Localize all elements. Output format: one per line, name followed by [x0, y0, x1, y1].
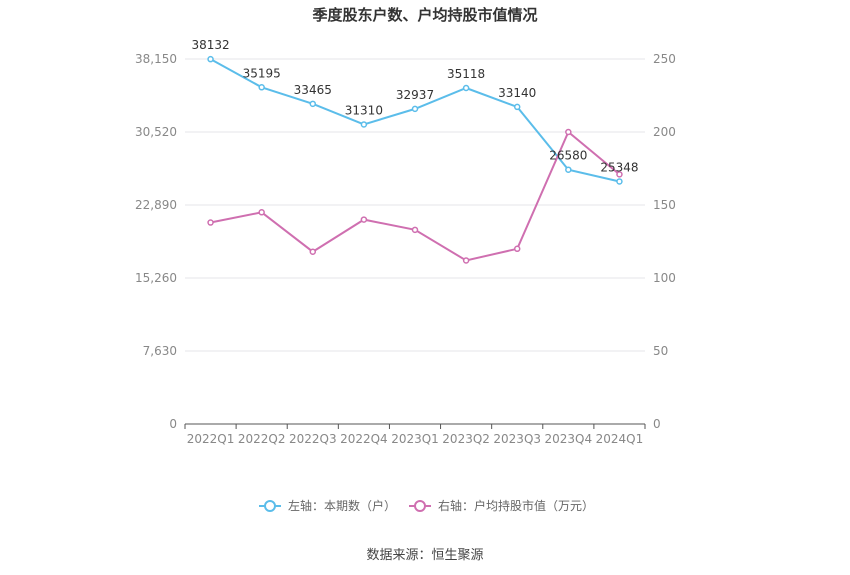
- x-tick-label: 2023Q1: [391, 432, 439, 446]
- x-tick-label: 2022Q2: [238, 432, 286, 446]
- data-point[interactable]: [616, 178, 623, 185]
- data-point[interactable]: [309, 100, 317, 108]
- data-point[interactable]: [207, 55, 214, 63]
- x-tick-label: 2022Q3: [289, 432, 337, 446]
- series-lines: [207, 55, 623, 264]
- source-note: 数据来源：恒生聚源: [366, 548, 483, 563]
- right-axis: 0 50 100 150 200 250: [653, 52, 676, 431]
- legend-item-right-series[interactable]: 右轴：户均持股市值（万元）: [409, 498, 594, 513]
- x-tick-label: 2022Q1: [187, 432, 235, 446]
- right-tick-label: 200: [653, 125, 676, 139]
- legend: 左轴：本期数（户） 右轴：户均持股市值（万元）: [259, 498, 594, 513]
- data-point[interactable]: [513, 103, 521, 111]
- legend-item-left-series[interactable]: 左轴：本期数（户）: [259, 498, 396, 513]
- right-tick-label: 50: [653, 344, 668, 358]
- right-tick-label: 150: [653, 198, 676, 212]
- x-tick-label: 2023Q3: [493, 432, 541, 446]
- data-label: 33465: [294, 83, 332, 97]
- left-tick-label: 30,520: [135, 125, 177, 139]
- right-tick-label: 0: [653, 417, 661, 431]
- data-point[interactable]: [258, 209, 265, 216]
- grid: [185, 58, 645, 352]
- legend-circle-icon: [414, 500, 426, 512]
- data-label: 38132: [191, 38, 229, 52]
- right-tick-label: 250: [653, 52, 676, 66]
- x-tick-label: 2023Q4: [545, 432, 593, 446]
- right-tick-label: 100: [653, 271, 676, 285]
- data-point[interactable]: [462, 257, 470, 264]
- data-point[interactable]: [513, 245, 521, 253]
- x-tick-label: 2023Q2: [442, 432, 490, 446]
- data-point[interactable]: [360, 121, 368, 128]
- data-point[interactable]: [462, 84, 470, 92]
- data-label: 25348: [600, 160, 638, 174]
- legend-label-left-series: 左轴：本期数（户）: [288, 498, 396, 513]
- left-tick-label: 0: [169, 417, 177, 431]
- left-axis: 0 7,630 15,260 22,890 30,520 38,150: [135, 52, 177, 431]
- x-tick-label: 2022Q4: [340, 432, 388, 446]
- data-point[interactable]: [411, 105, 419, 113]
- data-point[interactable]: [565, 128, 572, 136]
- data-labels: 38132 35195 33465 31310 32937 35118 33140 26580…: [191, 38, 638, 174]
- data-point[interactable]: [258, 84, 265, 91]
- legend-label-right-series: 右轴：户均持股市值（万元）: [438, 498, 594, 513]
- data-point[interactable]: [207, 219, 214, 226]
- data-label: 32937: [396, 88, 434, 102]
- data-label: 33140: [498, 86, 536, 100]
- data-point[interactable]: [411, 226, 419, 234]
- left-tick-label: 15,260: [135, 271, 177, 285]
- data-label: 26580: [549, 149, 587, 163]
- left-tick-label: 38,150: [135, 52, 177, 66]
- data-point[interactable]: [565, 166, 572, 173]
- left-tick-label: 7,630: [143, 344, 177, 358]
- data-label: 31310: [345, 103, 383, 117]
- left-tick-label: 22,890: [135, 198, 177, 212]
- data-label: 35195: [243, 66, 281, 80]
- chart-title: 季度股东户数、户均持股市值情况: [312, 6, 537, 24]
- x-tick-label: 2024Q1: [596, 432, 644, 446]
- data-point[interactable]: [360, 216, 368, 223]
- x-axis: 2022Q1 2022Q2 2022Q3 2022Q4 2023Q1 2023Q2 2023…: [184, 423, 646, 446]
- legend-circle-icon: [264, 500, 276, 512]
- data-label: 35118: [447, 67, 485, 81]
- data-point[interactable]: [616, 171, 623, 178]
- data-point[interactable]: [309, 248, 317, 255]
